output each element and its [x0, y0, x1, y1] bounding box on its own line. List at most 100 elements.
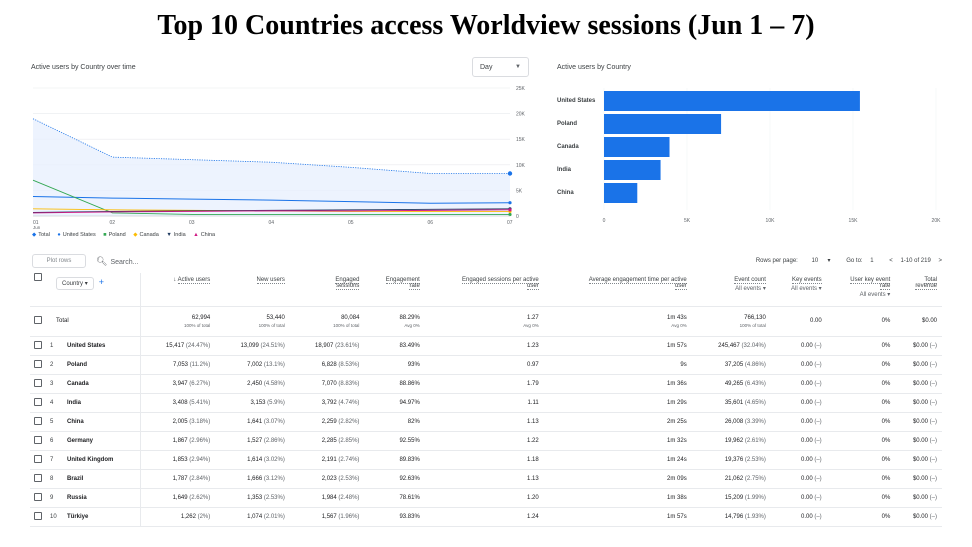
- legend-item-total[interactable]: ◆ Total: [32, 232, 50, 238]
- table-row[interactable]: 8 Brazil 1,787 (2.84%) 1,666 (3.12%) 2,023 (…: [30, 469, 942, 489]
- table-row[interactable]: 3 Canada 3,947 (6.27%) 2,450 (4.58%) 7,070 (…: [30, 374, 942, 394]
- cell-active-users: 15,417 (24.47%): [140, 336, 216, 356]
- series-area-total: [33, 118, 510, 216]
- row-checkbox[interactable]: [34, 340, 42, 349]
- col-total-revenue[interactable]: Total revenue: [895, 273, 942, 307]
- row-country[interactable]: Germany: [62, 431, 141, 451]
- row-checkbox[interactable]: [34, 454, 42, 463]
- row-checkbox[interactable]: [34, 473, 42, 482]
- row-checkbox[interactable]: [34, 416, 42, 425]
- row-country[interactable]: China: [62, 412, 141, 432]
- table-row[interactable]: 4 India 3,408 (5.41%) 3,153 (5.9%) 3,792 (4.…: [30, 393, 942, 413]
- row-checkbox[interactable]: [34, 492, 42, 501]
- cell-event-count: 19,962 (2.61%): [691, 431, 771, 451]
- goto-input[interactable]: 1: [870, 258, 874, 264]
- row-checkbox[interactable]: [34, 435, 42, 444]
- dimension-selector[interactable]: Country ▾: [56, 277, 94, 290]
- row-checkbox[interactable]: [34, 397, 42, 406]
- row-checkbox[interactable]: [34, 359, 42, 368]
- row-country[interactable]: Canada: [62, 374, 141, 394]
- x-tick-label: 01: [33, 220, 39, 226]
- cell-engaged-sessions: 2,285 (2.85%): [289, 431, 365, 451]
- row-index: 3: [48, 374, 62, 394]
- next-page-icon[interactable]: >: [938, 258, 942, 264]
- prev-page-icon[interactable]: <: [889, 258, 893, 264]
- col-user-key-event-rate[interactable]: User key event rate All events ▾: [826, 273, 896, 307]
- cell-aet: 1m 29s: [543, 393, 692, 413]
- add-dimension-icon[interactable]: +: [98, 277, 104, 287]
- row-checkbox-cell: [30, 450, 48, 470]
- cell-engaged-sessions: 1,567 (1.96%): [289, 507, 365, 527]
- cell-ukr: 0%: [826, 431, 896, 451]
- row-index: 6: [48, 431, 62, 451]
- granularity-dropdown[interactable]: Day ▼: [472, 57, 529, 77]
- y-tick-label: 10K: [516, 163, 526, 169]
- cell-aet: 1m 24s: [543, 450, 692, 470]
- legend-item-india[interactable]: ▼ India: [166, 232, 186, 238]
- row-country[interactable]: Russia: [62, 488, 141, 508]
- cell-engagement-rate: 94.97%: [364, 393, 425, 413]
- bar-label-poland: Poland: [557, 121, 578, 127]
- table-row[interactable]: 7 United Kingdom 1,853 (2.94%) 1,614 (3.02%…: [30, 450, 942, 470]
- col-engaged-sessions-per-user[interactable]: Engaged sessions per active user: [424, 273, 544, 307]
- table-row[interactable]: 5 China 2,005 (3.18%) 1,641 (3.07%) 2,259 (2…: [30, 412, 942, 432]
- total-checkbox-cell: [30, 306, 48, 337]
- search-input[interactable]: 🔍︎ Search...: [96, 256, 138, 267]
- row-checkbox-cell: [30, 412, 48, 432]
- search-placeholder: Search...: [110, 259, 139, 266]
- cell-esp: 1.13: [424, 469, 544, 489]
- row-checkbox[interactable]: [34, 316, 42, 324]
- cell-event-count: 19,376 (2.53%): [691, 450, 771, 470]
- event-filter-dropdown[interactable]: All events ▾: [735, 286, 766, 292]
- row-checkbox[interactable]: [34, 511, 42, 520]
- col-engagement-rate[interactable]: Engagement rate: [364, 273, 425, 307]
- cell-esp: 0.97: [424, 355, 544, 375]
- row-country[interactable]: Poland: [62, 355, 141, 375]
- total-row: Total 62,994 100% of total 53,440 100% of …: [30, 306, 942, 337]
- pin-icon: ◆: [32, 232, 37, 238]
- x-tick-sublabel: Jun: [33, 225, 41, 230]
- table-row[interactable]: 10 Türkiye 1,262 (2%) 1,074 (2.01%) 1,567 (1…: [30, 507, 942, 527]
- row-country[interactable]: India: [62, 393, 141, 413]
- row-checkbox-cell: [30, 393, 48, 413]
- row-index: 2: [48, 355, 62, 375]
- rows-per-page-select[interactable]: 10 ▾: [811, 258, 831, 264]
- col-active-users[interactable]: ↓ Active users: [140, 273, 216, 307]
- sort-down-arrow-icon: ↓: [173, 277, 177, 283]
- plot-rows-button[interactable]: Plot rows: [32, 254, 86, 268]
- diamond-icon: ◆: [133, 232, 138, 238]
- col-new-users[interactable]: New users: [215, 273, 290, 307]
- col-avg-engagement-time[interactable]: Average engagement time per active user: [543, 273, 692, 307]
- row-checkbox-cell: [30, 488, 48, 508]
- legend-item-united-states[interactable]: ● United States: [57, 232, 96, 238]
- row-checkbox[interactable]: [34, 378, 42, 387]
- cell-engagement-rate: 92.55%: [364, 431, 425, 451]
- total-revenue: $0.00: [895, 306, 942, 337]
- cell-engaged-sessions: 6,828 (8.53%): [289, 355, 365, 375]
- col-key-events[interactable]: Key events All events ▾: [770, 273, 827, 307]
- key-events-filter-dropdown[interactable]: All events ▾: [790, 286, 822, 292]
- legend-item-china[interactable]: ▲ China: [193, 232, 216, 238]
- table-row[interactable]: 2 Poland 7,053 (11.2%) 7,002 (13.1%) 6,828 (…: [30, 355, 942, 375]
- cell-ukr: 0%: [826, 355, 896, 375]
- series-line-united-states: [32, 196, 511, 204]
- cell-esp: 1.13: [424, 412, 544, 432]
- select-all-checkbox[interactable]: [34, 273, 42, 281]
- cell-event-count: 37,205 (4.86%): [691, 355, 771, 375]
- cell-new-users: 1,353 (2.53%): [215, 488, 290, 508]
- row-country[interactable]: Türkiye: [62, 507, 141, 527]
- legend-item-canada[interactable]: ◆ Canada: [133, 232, 159, 238]
- row-country[interactable]: United Kingdom: [62, 450, 141, 470]
- table-row[interactable]: 6 Germany 1,867 (2.96%) 1,527 (2.86%) 2,285 …: [30, 431, 942, 451]
- col-engaged-sessions[interactable]: Engaged sessions: [289, 273, 365, 307]
- table-row[interactable]: 1 United States 15,417 (24.47%) 13,099 (24.…: [30, 336, 942, 356]
- row-country[interactable]: Brazil: [62, 469, 141, 489]
- cell-key-events: 0.00 (–): [770, 431, 827, 451]
- table-row[interactable]: 9 Russia 1,649 (2.62%) 1,353 (2.53%) 1,984 (…: [30, 488, 942, 508]
- legend-item-poland[interactable]: ■ Poland: [103, 232, 126, 238]
- ukr-filter-dropdown[interactable]: All events ▾: [859, 292, 891, 298]
- cell-revenue: $0.00 (–): [895, 393, 942, 413]
- col-event-count[interactable]: Event count All events ▾: [691, 273, 771, 307]
- total-engaged-sessions: 80,084 100% of total: [289, 306, 365, 337]
- row-country[interactable]: United States: [62, 336, 141, 356]
